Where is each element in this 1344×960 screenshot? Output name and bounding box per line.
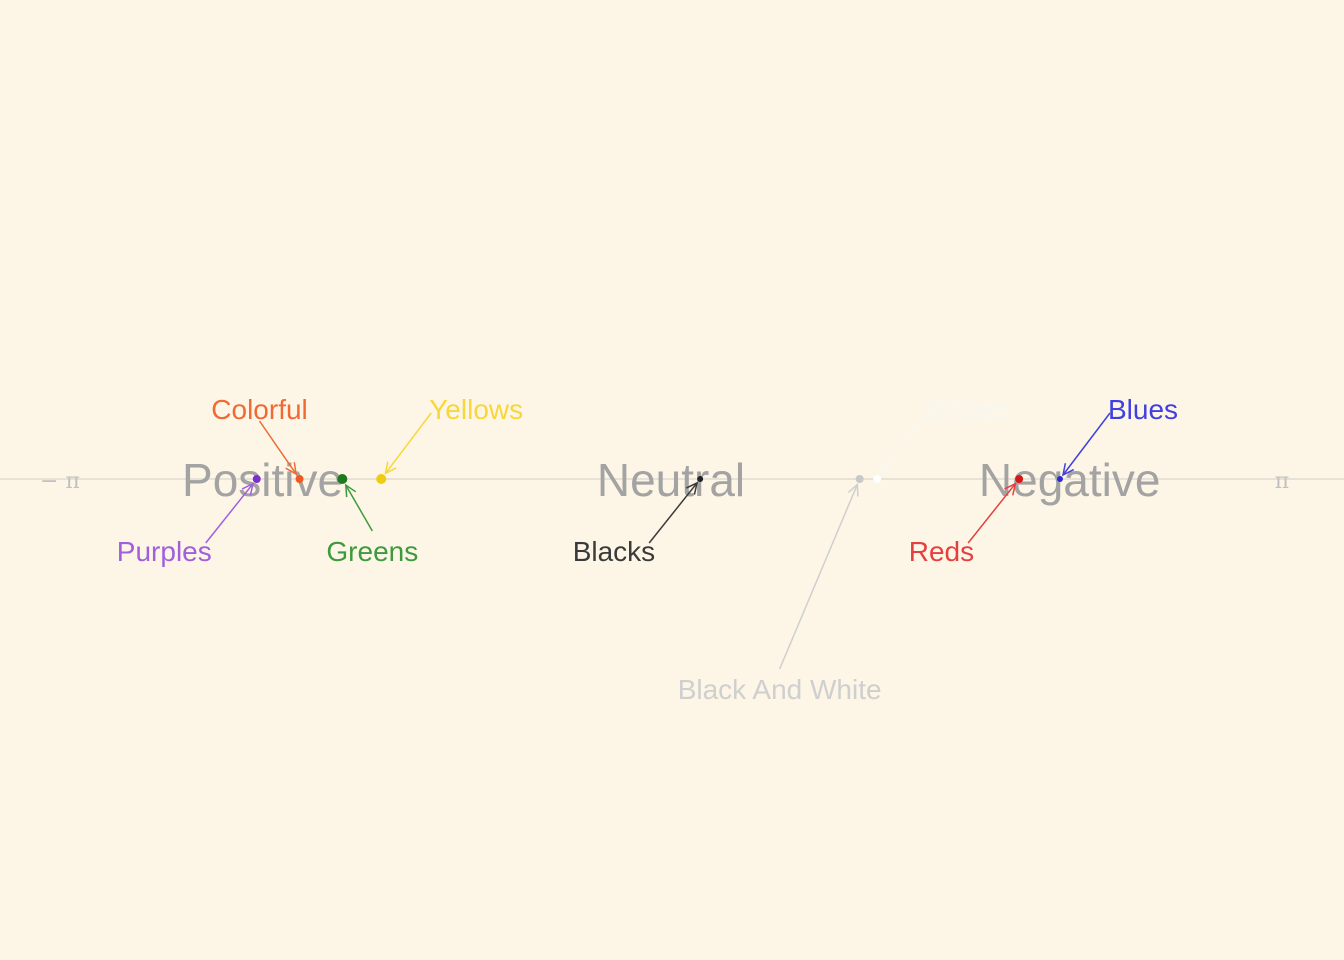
connector-colorful	[258, 420, 297, 475]
connector-whites	[880, 412, 928, 475]
connector-yellows	[384, 412, 432, 474]
arrowhead-colorful	[285, 462, 298, 476]
point-blues	[1056, 476, 1063, 482]
point-blacks	[697, 476, 704, 482]
region-label-negative: Negative	[979, 454, 1161, 506]
label-whites: Whites	[925, 394, 1011, 425]
point-greens	[337, 474, 348, 484]
arrowhead-purples	[241, 482, 255, 496]
arrowhead-greens	[344, 483, 357, 498]
arrowhead-black-and-white	[847, 482, 859, 497]
tick-label: − π	[40, 469, 80, 494]
connector-blues	[1062, 412, 1111, 476]
label-reds: Reds	[909, 536, 974, 567]
label-black-and-white: Black And White	[678, 674, 882, 705]
connector-black-and-white	[778, 484, 859, 670]
label-blues: Blues	[1108, 394, 1178, 425]
point-reds	[1015, 475, 1024, 483]
point-purples	[252, 475, 261, 483]
arrowhead-blues	[1061, 463, 1075, 477]
connector-blacks	[648, 482, 698, 544]
arrowhead-reds	[1004, 482, 1017, 496]
data-points	[252, 474, 1063, 484]
region-label-neutral: Neutral	[597, 454, 745, 506]
arrowhead-whites	[879, 462, 892, 476]
label-purples: Purples	[117, 536, 212, 567]
label-yellows: Yellows	[429, 394, 523, 425]
connector-greens	[345, 484, 373, 532]
label-greens: Greens	[326, 536, 418, 567]
point-colorful	[295, 475, 304, 483]
point-yellows	[376, 474, 387, 484]
connector-reds	[967, 483, 1016, 544]
point-whites	[873, 475, 882, 483]
region-labels: Positive Neutral Negative	[182, 454, 1160, 506]
label-colorful: Colorful	[211, 394, 307, 425]
label-connectors	[205, 412, 1111, 670]
arrowhead-yellows	[384, 461, 397, 475]
point-labels: Purples Colorful Greens Yellows Blacks Black …	[117, 394, 1178, 705]
tick-label: π	[1275, 469, 1289, 494]
point-black-and-white	[855, 475, 864, 483]
arrowhead-blacks	[685, 481, 699, 495]
connector-purples	[205, 483, 254, 544]
region-label-positive: Positive	[182, 454, 343, 506]
label-blacks: Blacks	[573, 536, 655, 567]
